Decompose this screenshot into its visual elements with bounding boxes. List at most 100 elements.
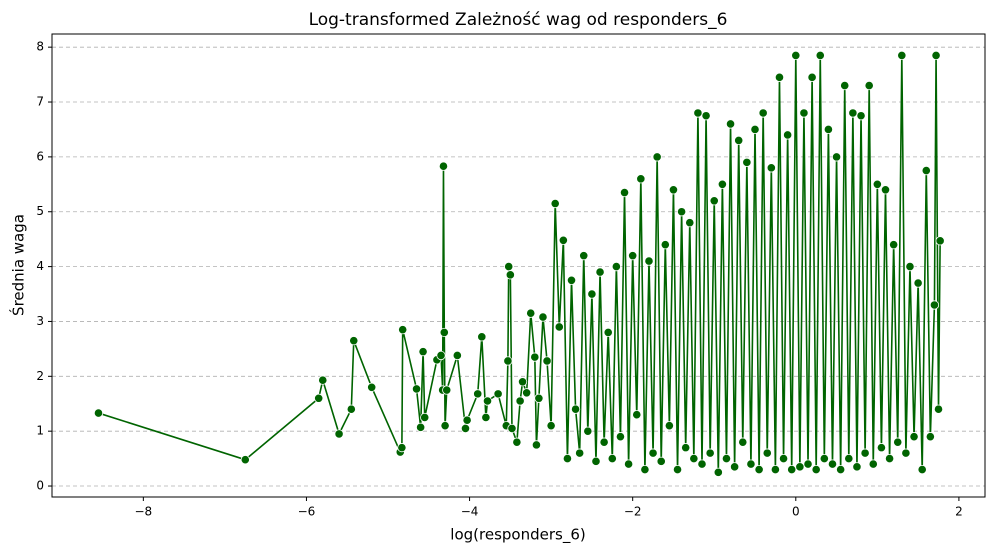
data-point (791, 50, 801, 60)
data-point (530, 352, 540, 362)
data-point (672, 464, 683, 475)
data-point (515, 396, 525, 406)
data-point (481, 412, 491, 423)
data-point (632, 410, 642, 420)
y-tick-label: 6 (36, 149, 44, 163)
data-point (799, 108, 809, 118)
data-point (442, 385, 452, 395)
data-point (562, 453, 573, 464)
data-point (848, 108, 858, 118)
data-point (778, 453, 789, 464)
data-point (334, 429, 344, 439)
data-point (558, 235, 568, 245)
data-point (599, 437, 609, 447)
data-point (860, 448, 870, 458)
data-point (734, 135, 744, 146)
data-point (411, 384, 422, 394)
y-tick-label: 5 (36, 204, 44, 218)
data-point (827, 459, 838, 469)
data-point (709, 196, 719, 206)
data-point (693, 108, 703, 118)
data-point (795, 462, 805, 472)
data-point (931, 50, 941, 60)
data-point (546, 421, 556, 431)
data-point (925, 432, 935, 442)
chart-title: Log-transformed Zależność wag od respond… (309, 10, 728, 30)
data-point (754, 464, 764, 475)
data-point (783, 130, 793, 140)
data-point (314, 393, 324, 403)
data-point (93, 408, 104, 418)
data-point (318, 375, 328, 385)
data-point (583, 426, 593, 436)
data-point (823, 124, 834, 135)
data-point (840, 80, 850, 91)
data-point (872, 179, 882, 189)
data-point (534, 393, 544, 403)
data-point (512, 437, 522, 447)
data-point (587, 289, 597, 299)
data-point (644, 256, 654, 266)
data-point (595, 267, 605, 277)
data-point (844, 453, 854, 464)
data-point (554, 322, 564, 332)
y-tick-label: 7 (36, 95, 44, 109)
data-point (462, 415, 472, 425)
data-point (750, 124, 760, 135)
data-point (884, 453, 895, 464)
data-point (807, 72, 817, 82)
x-tick-label: −2 (624, 505, 642, 519)
data-point (538, 312, 548, 322)
data-point (746, 459, 756, 469)
data-point (420, 412, 430, 423)
y-tick-label: 2 (36, 369, 44, 383)
data-point (889, 240, 899, 250)
data-point (550, 198, 560, 209)
data-point (901, 448, 911, 458)
data-point (640, 464, 650, 475)
data-point (668, 185, 679, 195)
data-point (636, 174, 646, 184)
data-point (482, 396, 493, 406)
data-line (98, 55, 941, 473)
data-point (677, 207, 687, 217)
data-point (803, 459, 813, 469)
data-point (440, 421, 450, 431)
data-point (542, 356, 552, 366)
data-point (758, 108, 768, 118)
data-point (929, 300, 940, 310)
data-point (507, 423, 517, 434)
data-point (762, 448, 772, 458)
data-point (398, 325, 408, 335)
data-point (770, 464, 781, 475)
data-point (503, 356, 513, 366)
data-point (742, 157, 752, 167)
data-point (240, 455, 250, 465)
data-point (566, 275, 577, 285)
data-point (493, 389, 503, 399)
data-point (766, 163, 776, 173)
data-point (815, 50, 825, 60)
plot-frame (51, 33, 986, 498)
data-point (811, 464, 821, 475)
data-point (607, 453, 617, 464)
data-point (439, 327, 449, 338)
x-tick-label: 2 (955, 505, 963, 519)
data-point (705, 448, 715, 458)
x-tick-label: 0 (792, 505, 800, 519)
y-tick-label: 1 (36, 424, 44, 438)
x-tick-label: −4 (461, 505, 479, 519)
y-tick-label: 0 (36, 479, 44, 493)
data-point (921, 165, 931, 176)
data-point (897, 50, 907, 60)
data-point (505, 270, 515, 280)
data-point (909, 432, 919, 442)
data-point (774, 72, 785, 82)
data-point (460, 423, 471, 434)
data-point (624, 459, 634, 469)
data-point (452, 350, 462, 361)
x-axis-label: log(responders_6) (450, 526, 585, 545)
data-point (367, 382, 377, 392)
data-point (689, 453, 699, 464)
